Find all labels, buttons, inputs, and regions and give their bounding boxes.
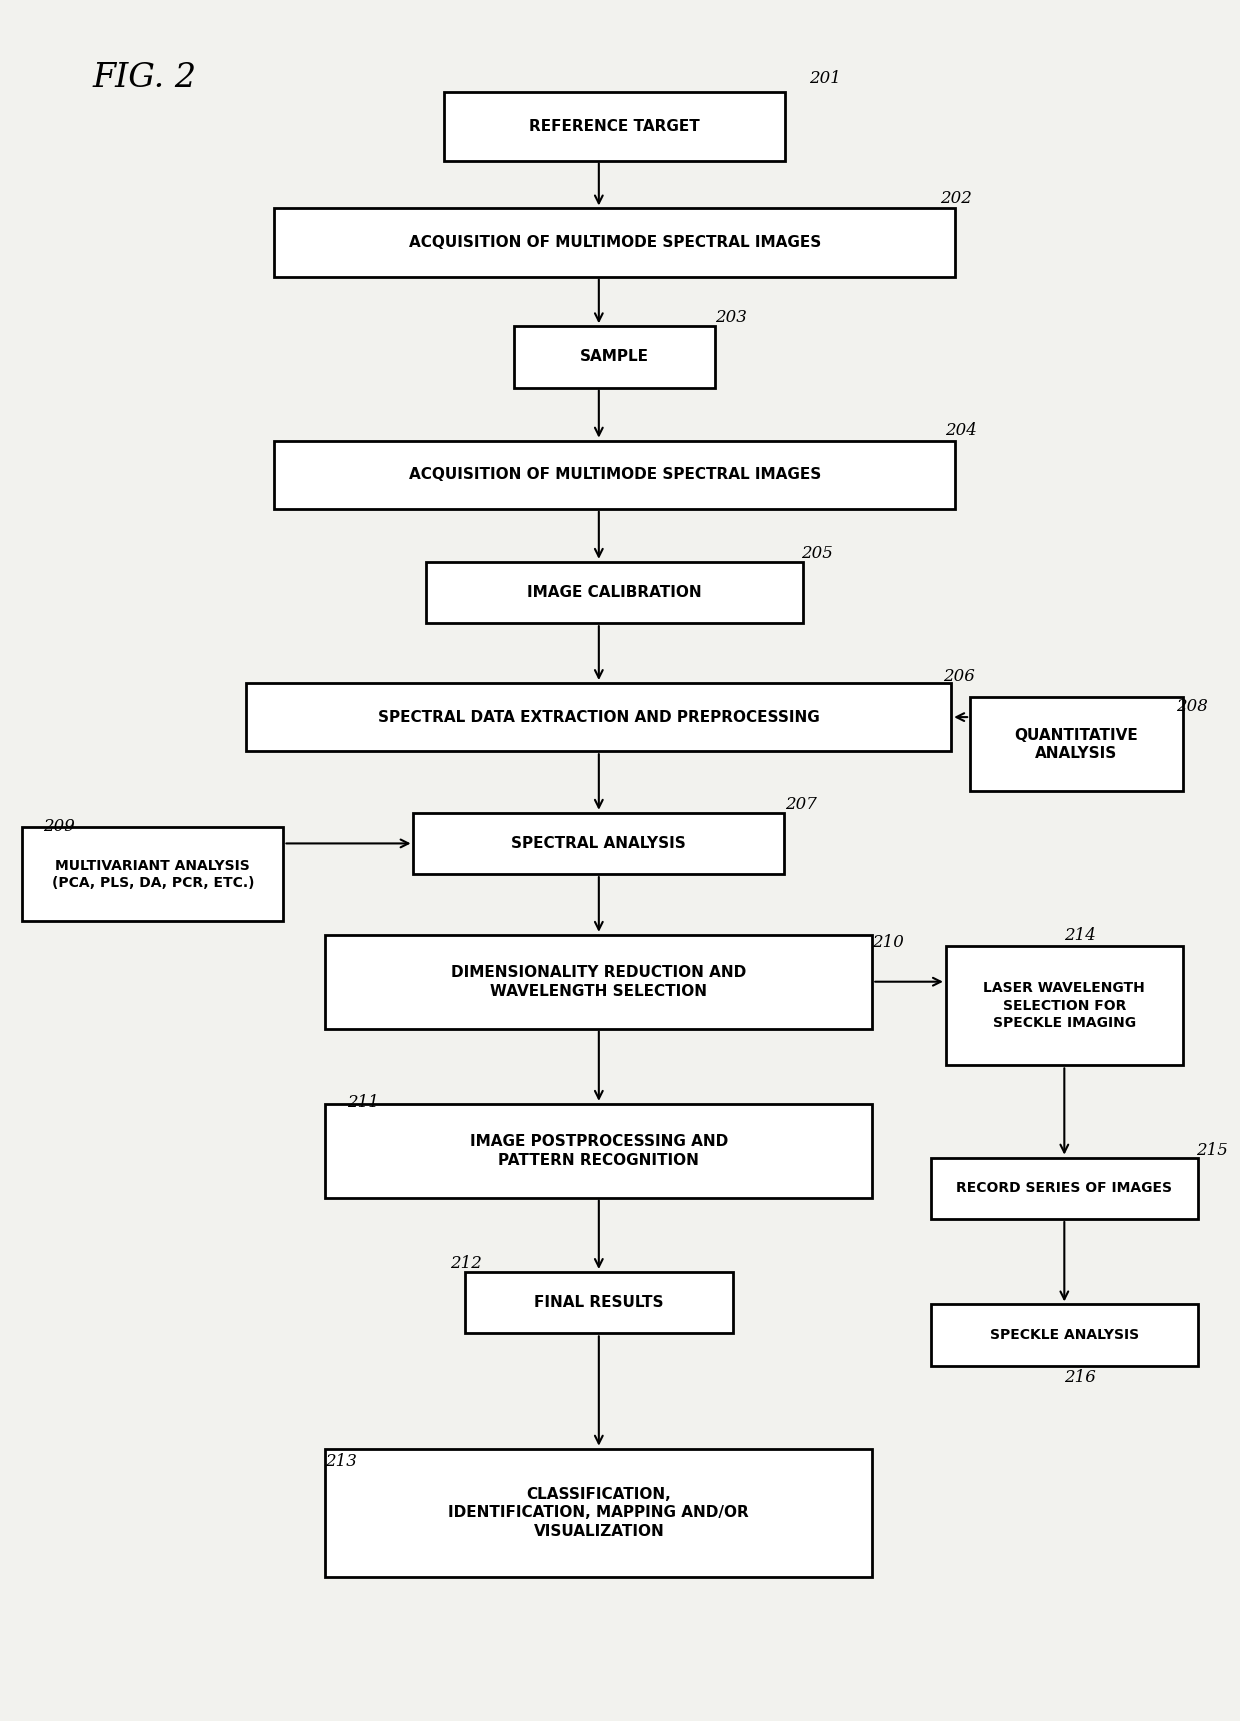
Text: CLASSIFICATION,
IDENTIFICATION, MAPPING AND/OR
VISUALIZATION: CLASSIFICATION, IDENTIFICATION, MAPPING … [449, 1487, 749, 1539]
Text: 208: 208 [1176, 699, 1208, 716]
Bar [274, 441, 955, 509]
Bar [970, 697, 1183, 792]
Text: FINAL RESULTS: FINAL RESULTS [534, 1296, 663, 1310]
Text: 205: 205 [801, 546, 832, 561]
Text: SPECTRAL DATA EXTRACTION AND PREPROCESSING: SPECTRAL DATA EXTRACTION AND PREPROCESSI… [378, 709, 820, 725]
Text: 203: 203 [715, 310, 748, 327]
Text: LASER WAVELENGTH
SELECTION FOR
SPECKLE IMAGING: LASER WAVELENGTH SELECTION FOR SPECKLE I… [983, 981, 1146, 1029]
Bar [946, 947, 1183, 1065]
Bar [413, 812, 784, 874]
Text: IMAGE POSTPROCESSING AND
PATTERN RECOGNITION: IMAGE POSTPROCESSING AND PATTERN RECOGNI… [470, 1134, 728, 1167]
Text: MULTIVARIANT ANALYSIS
(PCA, PLS, DA, PCR, ETC.): MULTIVARIANT ANALYSIS (PCA, PLS, DA, PCR… [52, 859, 254, 890]
Text: QUANTITATIVE
ANALYSIS: QUANTITATIVE ANALYSIS [1014, 728, 1138, 761]
Text: ACQUISITION OF MULTIMODE SPECTRAL IMAGES: ACQUISITION OF MULTIMODE SPECTRAL IMAGES [408, 466, 821, 482]
Text: 202: 202 [940, 189, 972, 207]
Text: FIG. 2: FIG. 2 [92, 62, 196, 93]
Bar [247, 683, 951, 752]
Bar [325, 1449, 872, 1576]
Text: 201: 201 [808, 71, 841, 88]
Bar [465, 1272, 733, 1334]
Text: SPECTRAL ANALYSIS: SPECTRAL ANALYSIS [511, 836, 686, 850]
Text: 210: 210 [872, 935, 904, 952]
Bar [22, 828, 284, 921]
Text: 212: 212 [450, 1255, 482, 1272]
Text: 209: 209 [43, 817, 76, 835]
Bar [325, 935, 872, 1029]
Bar [274, 208, 955, 277]
Bar [325, 1103, 872, 1198]
Text: 216: 216 [1064, 1370, 1096, 1385]
Bar [444, 93, 785, 160]
Text: IMAGE CALIBRATION: IMAGE CALIBRATION [527, 585, 702, 601]
Text: 204: 204 [945, 422, 977, 439]
Text: 213: 213 [325, 1453, 357, 1470]
Bar [515, 327, 715, 387]
Text: 215: 215 [1195, 1143, 1228, 1160]
Bar [931, 1305, 1198, 1366]
Text: SAMPLE: SAMPLE [580, 349, 649, 365]
Text: SPECKLE ANALYSIS: SPECKLE ANALYSIS [990, 1329, 1138, 1342]
Bar [931, 1158, 1198, 1218]
Text: 214: 214 [1064, 928, 1096, 945]
Text: RECORD SERIES OF IMAGES: RECORD SERIES OF IMAGES [956, 1181, 1172, 1196]
Bar [427, 561, 804, 623]
Text: 211: 211 [347, 1095, 379, 1112]
Text: DIMENSIONALITY REDUCTION AND
WAVELENGTH SELECTION: DIMENSIONALITY REDUCTION AND WAVELENGTH … [451, 965, 746, 998]
Text: 207: 207 [785, 795, 817, 812]
Text: ACQUISITION OF MULTIMODE SPECTRAL IMAGES: ACQUISITION OF MULTIMODE SPECTRAL IMAGES [408, 236, 821, 250]
Text: 206: 206 [942, 668, 975, 685]
Text: REFERENCE TARGET: REFERENCE TARGET [529, 119, 701, 134]
